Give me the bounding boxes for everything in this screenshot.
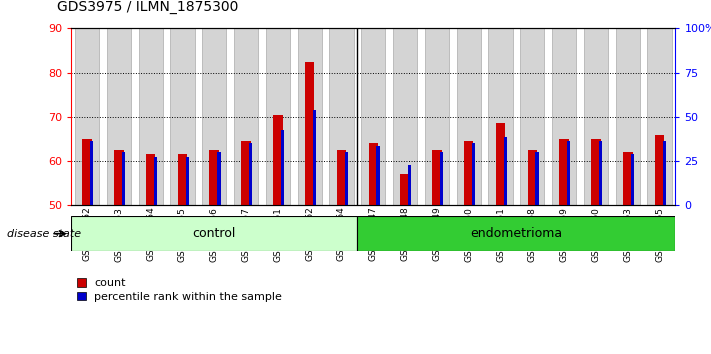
- Bar: [408, 166, 412, 205]
- Bar: [361, 28, 385, 205]
- Bar: [171, 28, 195, 205]
- Bar: [114, 150, 124, 205]
- Bar: [393, 28, 417, 205]
- Bar: [313, 110, 316, 205]
- Bar: [273, 115, 282, 205]
- Text: GDS3975 / ILMN_1875300: GDS3975 / ILMN_1875300: [57, 0, 238, 14]
- Bar: [281, 130, 284, 205]
- Bar: [250, 143, 252, 205]
- Bar: [631, 154, 634, 205]
- Bar: [456, 28, 481, 205]
- Bar: [82, 139, 92, 205]
- Bar: [210, 150, 219, 205]
- Bar: [122, 152, 125, 205]
- Bar: [560, 139, 569, 205]
- Bar: [186, 156, 189, 205]
- Bar: [535, 152, 539, 205]
- Bar: [234, 28, 258, 205]
- Bar: [154, 156, 157, 205]
- Bar: [616, 28, 640, 205]
- Bar: [599, 141, 602, 205]
- Bar: [584, 28, 608, 205]
- Bar: [488, 28, 513, 205]
- Bar: [648, 28, 672, 205]
- Bar: [623, 152, 633, 205]
- Bar: [241, 141, 251, 205]
- Bar: [472, 143, 475, 205]
- Bar: [440, 152, 443, 205]
- Bar: [528, 150, 537, 205]
- Bar: [345, 152, 348, 205]
- Bar: [139, 28, 163, 205]
- Bar: [424, 28, 449, 205]
- Bar: [520, 28, 545, 205]
- Bar: [552, 28, 576, 205]
- Bar: [202, 28, 226, 205]
- Bar: [358, 216, 675, 251]
- Bar: [298, 28, 322, 205]
- Bar: [90, 141, 93, 205]
- Text: endometrioma: endometrioma: [471, 227, 562, 240]
- Bar: [146, 154, 156, 205]
- Text: disease state: disease state: [7, 229, 81, 239]
- Bar: [71, 216, 358, 251]
- Bar: [663, 141, 666, 205]
- Bar: [496, 124, 506, 205]
- Bar: [178, 154, 187, 205]
- Text: control: control: [193, 227, 236, 240]
- Legend: count, percentile rank within the sample: count, percentile rank within the sample: [77, 278, 282, 302]
- Bar: [376, 145, 380, 205]
- Bar: [400, 175, 410, 205]
- Bar: [591, 139, 601, 205]
- Bar: [567, 141, 570, 205]
- Bar: [107, 28, 131, 205]
- Bar: [337, 150, 346, 205]
- Bar: [218, 152, 220, 205]
- Bar: [464, 141, 474, 205]
- Bar: [305, 62, 314, 205]
- Bar: [503, 137, 507, 205]
- Bar: [329, 28, 353, 205]
- Bar: [266, 28, 290, 205]
- Bar: [75, 28, 99, 205]
- Bar: [432, 150, 442, 205]
- Bar: [368, 143, 378, 205]
- Bar: [655, 135, 664, 205]
